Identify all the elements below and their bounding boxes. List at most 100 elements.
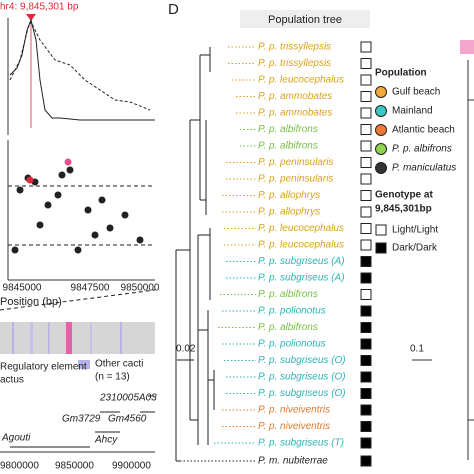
tip-label: P. p. subgriseus (T) [258, 438, 344, 449]
genotype-square [360, 173, 372, 185]
tip-label: P. p. albifrons [258, 322, 318, 333]
tip-label: P. p. niveiventris [258, 421, 330, 432]
branches [175, 47, 215, 462]
x-axis-label: Position (bp) [0, 296, 62, 308]
tree: P. p. trissyllepsis P. p. trissyllepsis P.… [175, 41, 372, 467]
genotype-square [360, 305, 372, 317]
tip-label: P. p. trissyllepsis [258, 42, 331, 53]
scale-label: 0.02 [176, 344, 196, 355]
bottom-tick-label: 9850000 [55, 461, 94, 472]
tip-label: P. p. subgriseus (O) [258, 372, 346, 383]
legend-marker [375, 162, 387, 174]
legend-title: Genotype at [375, 190, 433, 201]
tip-label: P. p. albifrons [258, 141, 318, 152]
track [0, 322, 155, 354]
tip-label: P. p. subgriseus (O) [258, 388, 346, 399]
genotype-square [360, 272, 372, 284]
tip-label: P. p. niveiventris [258, 405, 330, 416]
gene-label: Ahcy [94, 435, 118, 446]
marker-label: hr4: 9,845,301 bp [0, 2, 79, 13]
zoom-line [0, 289, 156, 311]
tip-label: P. p. leucocephalus [258, 75, 344, 86]
panel-title: Population tree [268, 14, 342, 26]
genotype-square [360, 239, 372, 251]
tip-label: P. p. subgriseus (A) [258, 273, 345, 284]
tip-label: P. p. polionotus [258, 306, 326, 317]
tip-label: P. p. leucocephalus [258, 223, 344, 234]
second-scale-label: 0.1 [410, 344, 424, 355]
tip-label: P. p. allophrys [258, 207, 320, 218]
genotype-square [360, 107, 372, 119]
legend-label: Mainland [392, 106, 433, 117]
tip-label: P. p. peninsularis [258, 174, 333, 185]
line-solid [9, 18, 155, 121]
genotype-square [360, 338, 372, 350]
tip-label: P. p. albifrons [258, 289, 318, 300]
legend-marker [375, 105, 387, 117]
genotype-square [360, 157, 372, 168]
legend-swatch [78, 360, 90, 369]
line-dashed [9, 20, 151, 111]
legend-label: Dark/Dark [392, 243, 438, 254]
tip-label: P. p. polionotus [258, 339, 326, 350]
tip-label: P. m. nubiterrae [258, 456, 328, 467]
genotype-square [360, 223, 372, 234]
genotype-square [360, 91, 372, 102]
genotype-square [360, 421, 372, 432]
genotype-square [360, 58, 372, 69]
legend-label: Gulf beach [392, 87, 440, 98]
legend-label: Atlantic beach [392, 125, 455, 136]
track-legend: Other cacti [95, 359, 143, 370]
genotype-square [360, 41, 372, 53]
tip-label: P. p. leucocephalus [258, 240, 344, 251]
tip-label: P. p. peninsularis [258, 157, 333, 168]
track-legend: (n = 13) [95, 372, 130, 383]
track-legend: Regulatory element [0, 362, 87, 373]
genotype-square [360, 190, 372, 201]
x-tick-label: 9847500 [71, 283, 110, 294]
tip-label: P. p. trissyllepsis [258, 58, 331, 69]
tip-label: P. p. allophrys [258, 190, 320, 201]
bottom-tick-label: 9900000 [112, 461, 151, 472]
legend-square [375, 224, 387, 236]
genotype-square [360, 256, 372, 267]
legend-title: Population [375, 68, 427, 79]
track-stripes [12, 322, 122, 354]
tip-label: P. p. subgriseus (A) [258, 256, 345, 267]
scatter-points [11, 158, 144, 254]
marker [26, 14, 36, 21]
gene-label: Gm3729 [62, 414, 101, 425]
legend-subtitle: 9,845,301bp [375, 204, 432, 215]
genotype-square [360, 124, 372, 135]
genotype-square [360, 371, 372, 383]
gene-label: Gm4560 [108, 414, 147, 425]
bottom-tick-label: 9800000 [0, 461, 39, 472]
tip-label: P. p. subgriseus (O) [258, 355, 346, 366]
legend-label: P. maniculatus [392, 163, 456, 174]
genotype-square [360, 437, 372, 449]
genotype-square [360, 355, 372, 366]
left-panel: hr4: 9,845,301 bp [0, 2, 156, 453]
genotype-square [360, 388, 372, 399]
x-tick-label: 9850000 [121, 283, 160, 294]
legend-label: Light/Light [392, 225, 438, 236]
genotype-square [360, 140, 372, 152]
genotype-square [360, 289, 372, 300]
second-tree [412, 40, 474, 460]
legend-marker [375, 86, 387, 98]
genotype-square [360, 322, 372, 333]
legend-label: P. p. albifrons [392, 144, 452, 155]
genotype-square [360, 404, 372, 416]
genotype-square [360, 74, 372, 86]
tip-label: P. p. ammobates [258, 108, 332, 119]
title-box [240, 10, 370, 28]
x-tick-label: 9845000 [3, 283, 42, 294]
track-legend: actus [0, 375, 24, 386]
tip-label: P. p. albifrons [258, 124, 318, 135]
legend-square [375, 242, 387, 254]
genotype-square [360, 206, 372, 218]
tip-label: P. p. ammobates [258, 91, 332, 102]
legend-marker [375, 124, 387, 136]
panel-letter: D [168, 1, 179, 18]
